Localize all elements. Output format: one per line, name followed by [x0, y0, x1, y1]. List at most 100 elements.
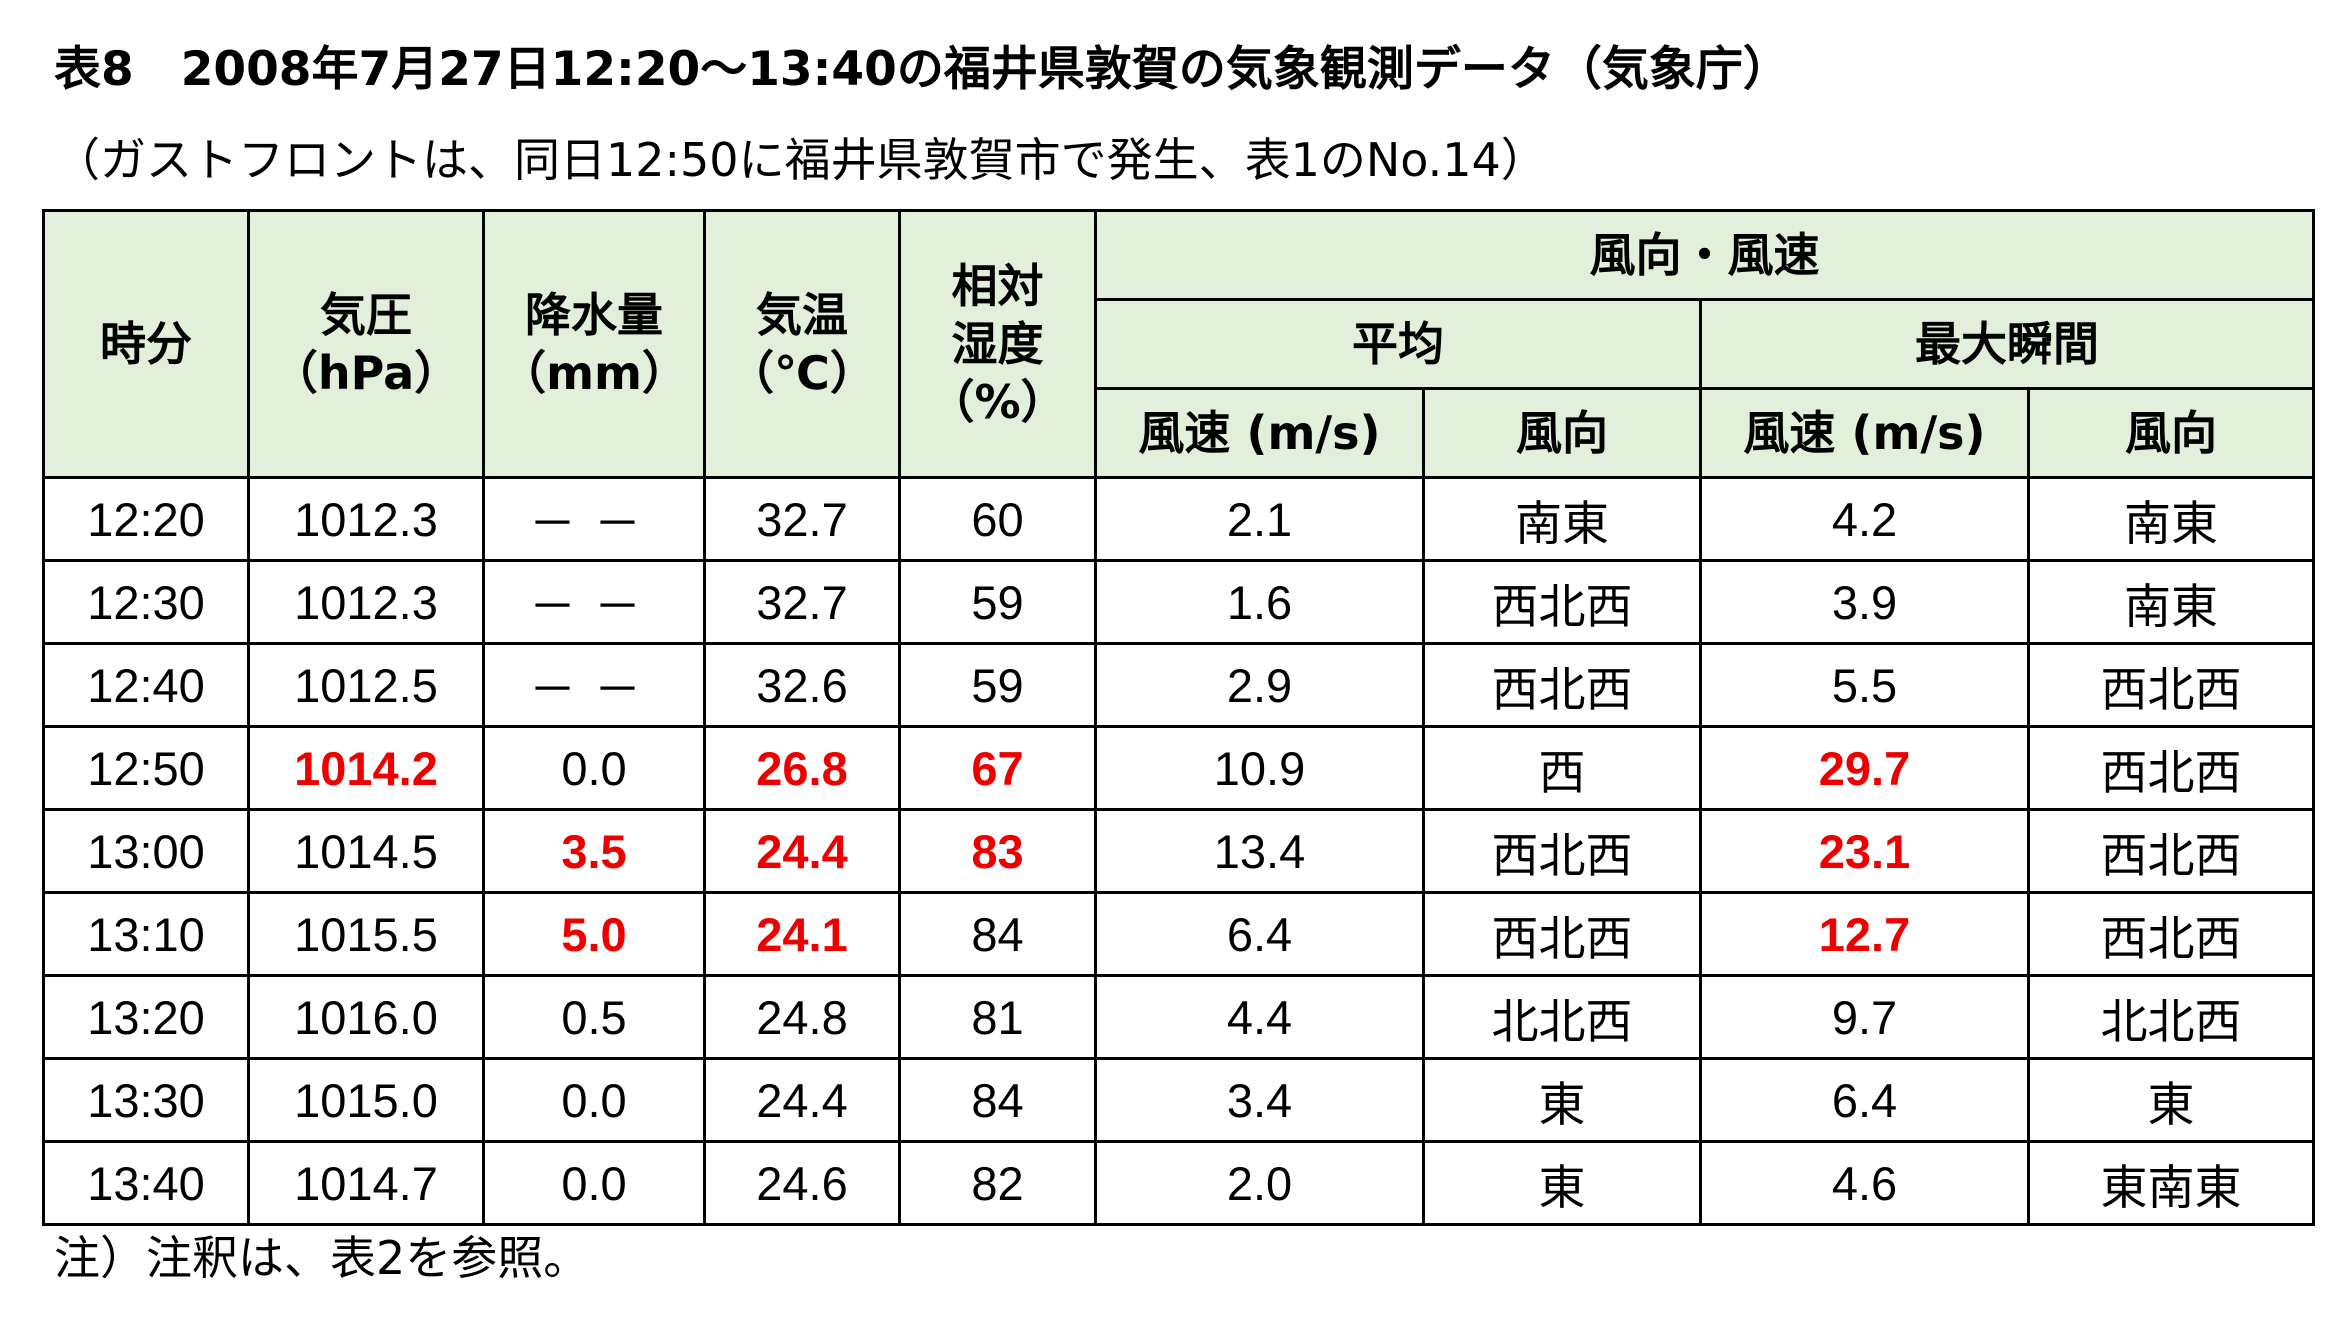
cell-avg-direction: 東 — [1422, 1140, 1702, 1226]
header-humidity-unit: （%） — [928, 375, 1067, 429]
header-humidity-label-2: 湿度 — [951, 317, 1044, 371]
cell-time: 12:50 — [42, 725, 250, 811]
cell-humidity: 84 — [898, 891, 1097, 977]
cell-temp: 24.8 — [703, 974, 901, 1060]
cell-max-speed: 29.7 — [1699, 725, 2030, 811]
cell-precip: －－ — [482, 476, 706, 562]
header-pressure-label: 気圧 — [320, 288, 412, 342]
cell-precip: 0.0 — [482, 1140, 706, 1226]
cell-time: 12:40 — [42, 642, 250, 728]
cell-max-speed: 5.5 — [1699, 642, 2030, 728]
table-row: 12:50 1014.2 0.0 26.8 67 10.9 西 29.7 西北西 — [42, 725, 2315, 811]
cell-humidity: 67 — [898, 725, 1097, 811]
cell-avg-speed: 13.4 — [1094, 808, 1425, 894]
cell-avg-direction: 北北西 — [1422, 974, 1702, 1060]
header-temp-unit: （℃） — [728, 346, 876, 400]
table-row: 13:00 1014.5 3.5 24.4 83 13.4 西北西 23.1 西… — [42, 808, 2315, 894]
cell-avg-direction: 西北西 — [1422, 642, 1702, 728]
table-footnote: 注）注釈は、表2を参照。 — [54, 1231, 590, 1285]
table-row: 13:20 1016.0 0.5 24.8 81 4.4 北北西 9.7 北北西 — [42, 974, 2315, 1060]
cell-max-speed: 4.6 — [1699, 1140, 2030, 1226]
cell-avg-direction: 西 — [1422, 725, 1702, 811]
cell-max-speed: 4.2 — [1699, 476, 2030, 562]
header-max-direction: 風向 — [2027, 387, 2315, 479]
cell-humidity: 84 — [898, 1057, 1097, 1143]
cell-max-direction: 西北西 — [2027, 808, 2315, 894]
cell-humidity: 59 — [898, 559, 1097, 645]
cell-max-direction: 西北西 — [2027, 725, 2315, 811]
weather-observation-table: 時分 気圧 （hPa） 降水量 （mm） 気温 （℃） 相対 湿度 （%） 風向… — [42, 209, 2315, 1226]
cell-max-speed: 23.1 — [1699, 808, 2030, 894]
header-temp: 気温 （℃） — [703, 209, 901, 479]
cell-time: 12:30 — [42, 559, 250, 645]
table-row: 13:40 1014.7 0.0 24.6 82 2.0 東 4.6 東南東 — [42, 1140, 2315, 1226]
cell-temp: 24.4 — [703, 1057, 901, 1143]
cell-humidity: 83 — [898, 808, 1097, 894]
header-temp-label: 気温 — [756, 288, 848, 342]
header-precip: 降水量 （mm） — [482, 209, 706, 479]
table-row: 12:20 1012.3 －－ 32.7 60 2.1 南東 4.2 南東 — [42, 476, 2315, 562]
cell-avg-speed: 1.6 — [1094, 559, 1425, 645]
cell-pressure: 1016.0 — [247, 974, 485, 1060]
table-row: 12:40 1012.5 －－ 32.6 59 2.9 西北西 5.5 西北西 — [42, 642, 2315, 728]
cell-avg-direction: 南東 — [1422, 476, 1702, 562]
cell-max-direction: 南東 — [2027, 476, 2315, 562]
cell-pressure: 1014.7 — [247, 1140, 485, 1226]
cell-pressure: 1015.5 — [247, 891, 485, 977]
table-row: 13:30 1015.0 0.0 24.4 84 3.4 東 6.4 東 — [42, 1057, 2315, 1143]
header-avg-speed: 風速 (m/s) — [1094, 387, 1425, 479]
cell-time: 13:10 — [42, 891, 250, 977]
header-humidity: 相対 湿度 （%） — [898, 209, 1097, 479]
cell-temp: 32.6 — [703, 642, 901, 728]
cell-max-speed: 6.4 — [1699, 1057, 2030, 1143]
cell-max-speed: 3.9 — [1699, 559, 2030, 645]
cell-avg-direction: 西北西 — [1422, 559, 1702, 645]
header-wind-average: 平均 — [1094, 298, 1702, 390]
cell-pressure: 1015.0 — [247, 1057, 485, 1143]
header-precip-label: 降水量 — [525, 288, 663, 342]
table-title: 表8 2008年7月27日12:20～13:40の福井県敦賀の気象観測データ（気… — [54, 42, 1790, 97]
cell-temp: 24.4 — [703, 808, 901, 894]
cell-time: 13:20 — [42, 974, 250, 1060]
cell-time: 13:00 — [42, 808, 250, 894]
cell-pressure: 1012.3 — [247, 476, 485, 562]
cell-avg-speed: 2.0 — [1094, 1140, 1425, 1226]
cell-avg-speed: 2.9 — [1094, 642, 1425, 728]
cell-precip: 3.5 — [482, 808, 706, 894]
table-row: 13:10 1015.5 5.0 24.1 84 6.4 西北西 12.7 西北… — [42, 891, 2315, 977]
cell-precip: 0.5 — [482, 974, 706, 1060]
cell-humidity: 82 — [898, 1140, 1097, 1226]
header-pressure-unit: （hPa） — [271, 346, 461, 400]
cell-precip: －－ — [482, 559, 706, 645]
cell-max-direction: 西北西 — [2027, 891, 2315, 977]
header-wind: 風向・風速 — [1094, 209, 2315, 301]
header-precip-unit: （mm） — [500, 346, 688, 400]
cell-max-direction: 東 — [2027, 1057, 2315, 1143]
header-wind-max-gust: 最大瞬間 — [1699, 298, 2315, 390]
cell-precip: －－ — [482, 642, 706, 728]
cell-temp: 24.1 — [703, 891, 901, 977]
cell-humidity: 81 — [898, 974, 1097, 1060]
cell-temp: 32.7 — [703, 476, 901, 562]
cell-pressure: 1014.2 — [247, 725, 485, 811]
cell-avg-speed: 4.4 — [1094, 974, 1425, 1060]
cell-avg-speed: 6.4 — [1094, 891, 1425, 977]
cell-max-direction: 東南東 — [2027, 1140, 2315, 1226]
header-time: 時分 — [42, 209, 250, 479]
cell-temp: 32.7 — [703, 559, 901, 645]
cell-humidity: 59 — [898, 642, 1097, 728]
table-header: 時分 気圧 （hPa） 降水量 （mm） 気温 （℃） 相対 湿度 （%） 風向… — [42, 209, 2315, 479]
cell-pressure: 1012.5 — [247, 642, 485, 728]
cell-time: 12:20 — [42, 476, 250, 562]
header-pressure: 気圧 （hPa） — [247, 209, 485, 479]
cell-time: 13:30 — [42, 1057, 250, 1143]
cell-avg-speed: 3.4 — [1094, 1057, 1425, 1143]
cell-humidity: 60 — [898, 476, 1097, 562]
cell-time: 13:40 — [42, 1140, 250, 1226]
table-body: 12:20 1012.3 －－ 32.7 60 2.1 南東 4.2 南東 12… — [42, 476, 2315, 1226]
cell-max-direction: 南東 — [2027, 559, 2315, 645]
cell-avg-speed: 2.1 — [1094, 476, 1425, 562]
cell-precip: 0.0 — [482, 1057, 706, 1143]
cell-max-speed: 12.7 — [1699, 891, 2030, 977]
cell-precip: 0.0 — [482, 725, 706, 811]
